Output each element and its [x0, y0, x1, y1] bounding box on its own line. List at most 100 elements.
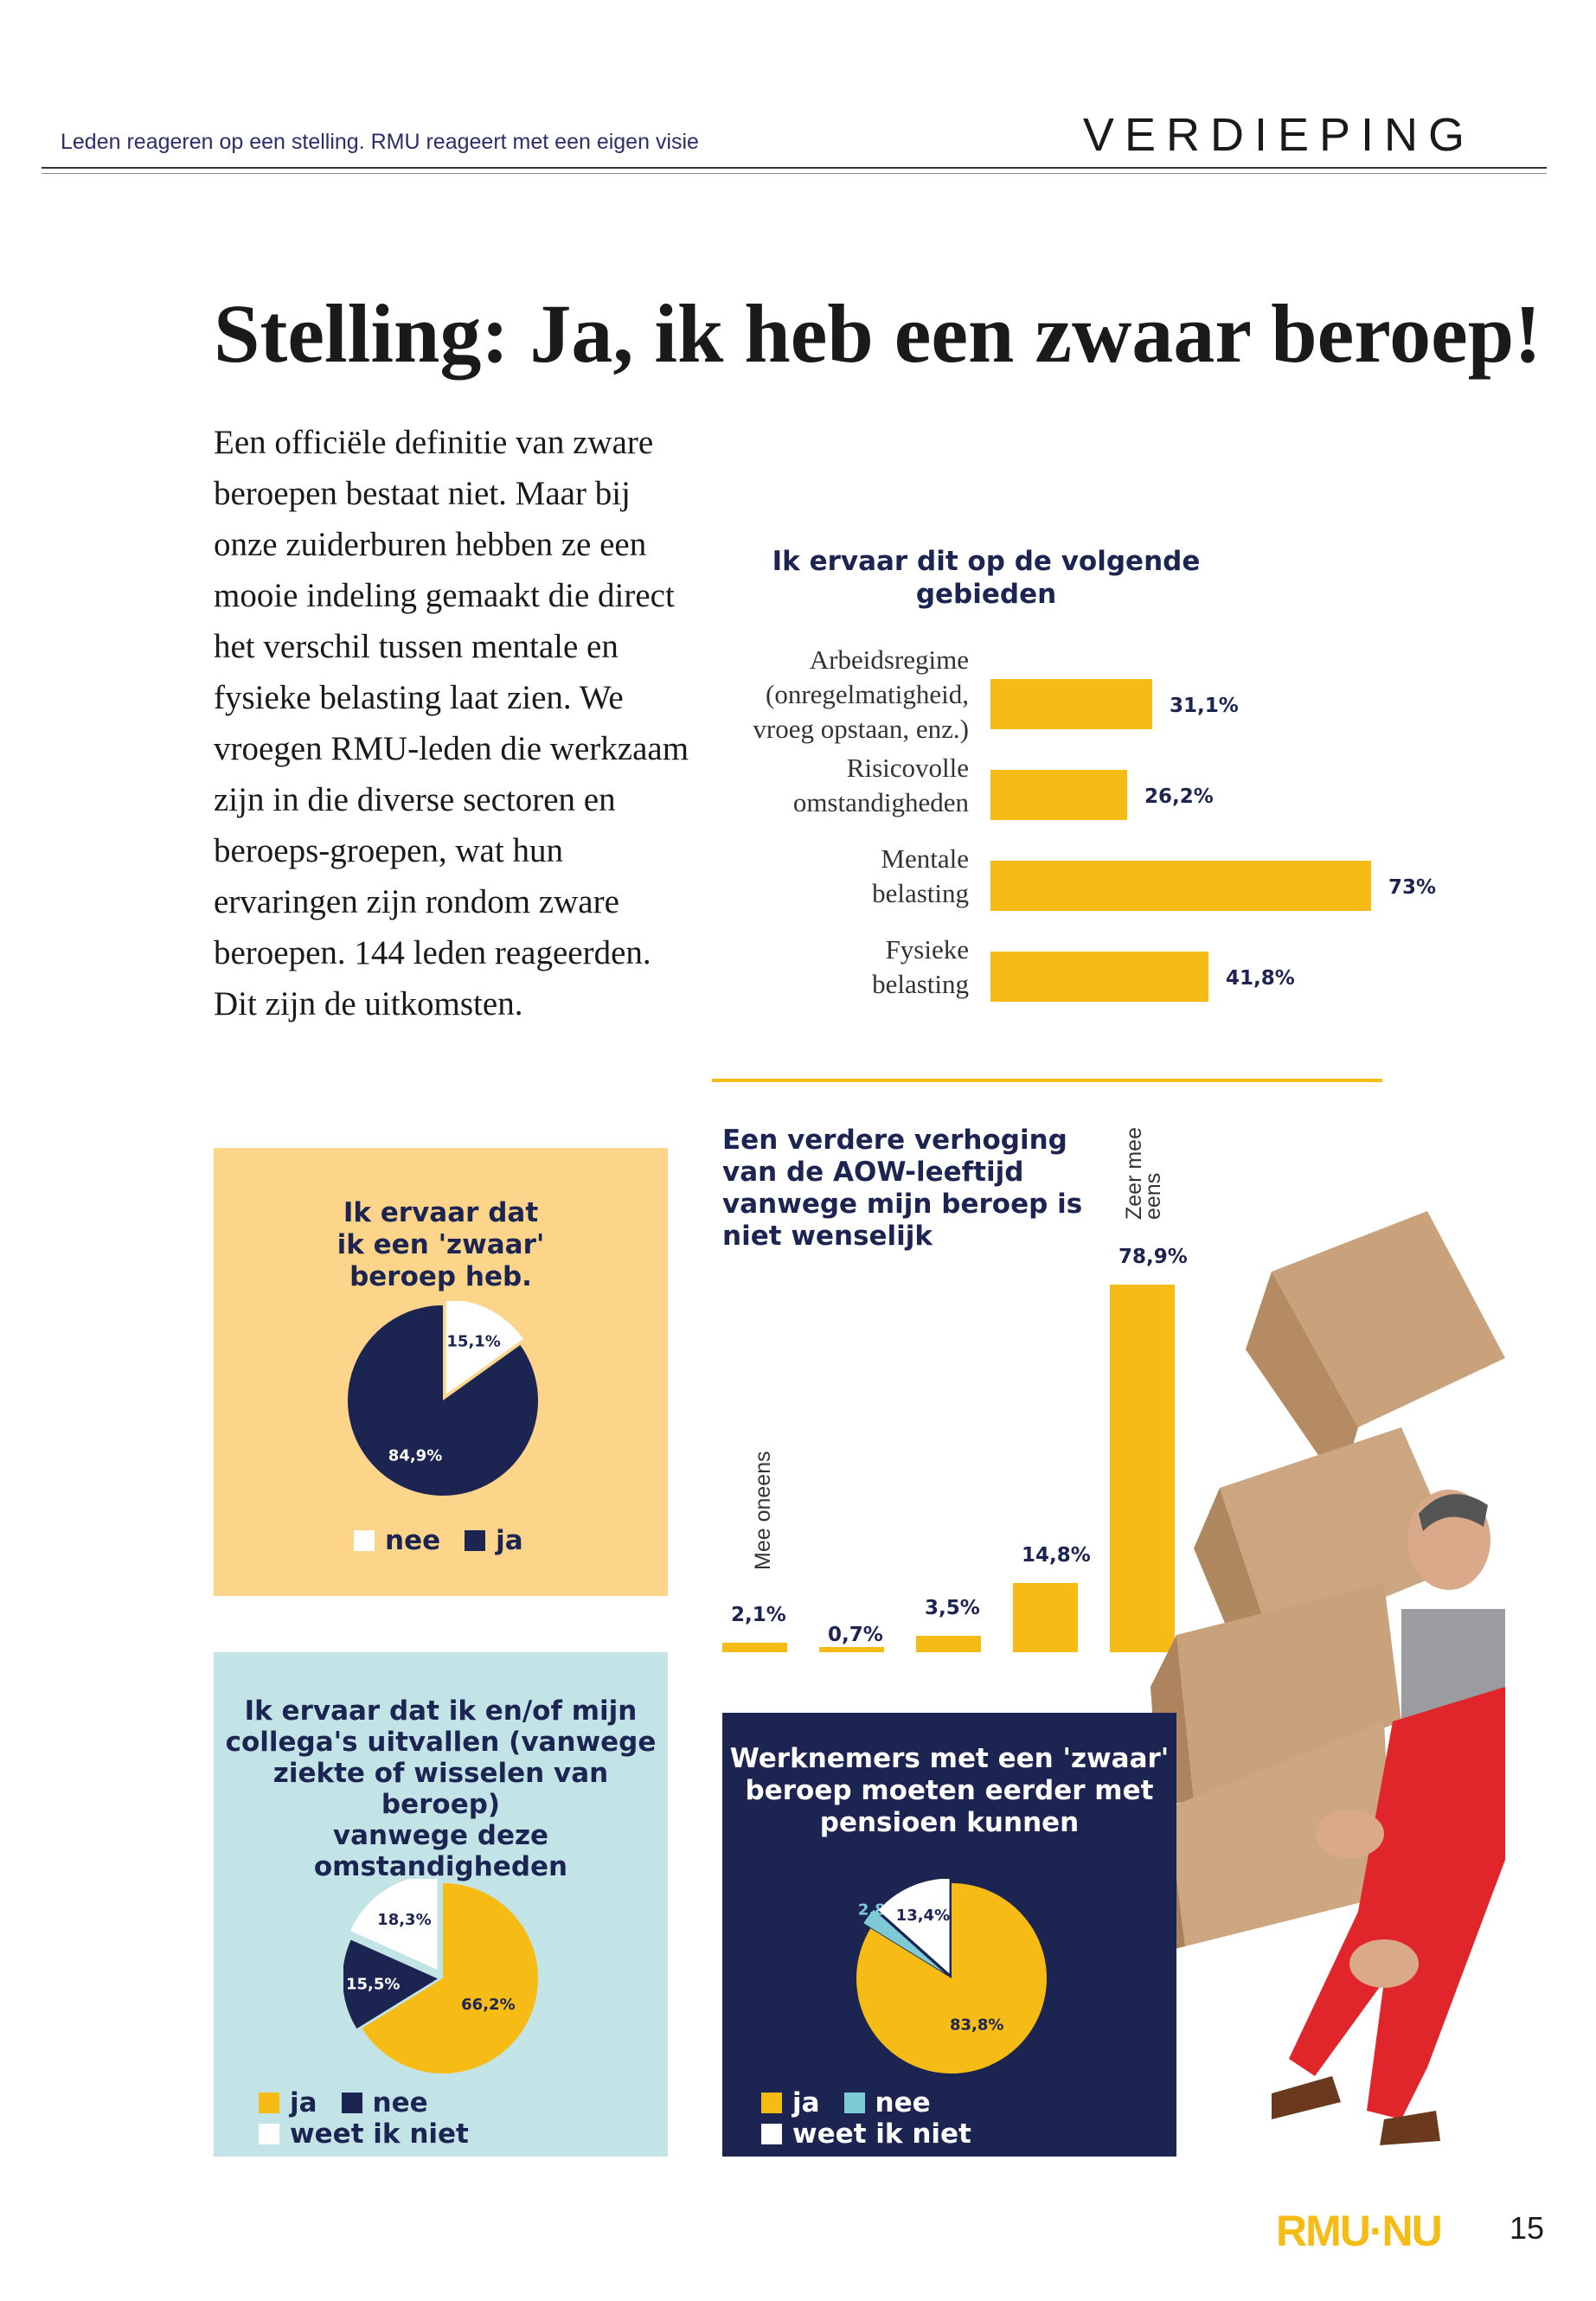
- pie-slice-ja: [856, 1883, 1047, 2073]
- vbar-title-line-2: vanwege mijn beroep is: [722, 1189, 1083, 1220]
- hbar-value-label-0: 31,1%: [1170, 695, 1239, 717]
- pie-chart-pensioen: 83,8%2,8%13,4%: [856, 1879, 1047, 2073]
- hbar-chart-title-text: Ik ervaar dit op de volgende gebieden: [772, 546, 1201, 610]
- pie-chart-zwaar-beroep: 15,1% 84,9%: [348, 1301, 538, 1496]
- legend-label: nee: [875, 2087, 931, 2118]
- header-subtitle: Leden reageren op een stelling. RMU reag…: [61, 130, 699, 154]
- boxes: [1142, 1211, 1505, 1955]
- legend-label: weet ik niet: [290, 2118, 469, 2150]
- hbar-bar-2: [990, 861, 1371, 911]
- vbar-bar-2: [916, 1636, 981, 1652]
- vbar-bar-3: [1013, 1583, 1078, 1652]
- pie-value-label-ja: 84,9%: [388, 1446, 442, 1465]
- vbar-chart-title: Een verdere verhoging van de AOW-leeftijd…: [722, 1125, 1086, 1253]
- pie1-title-line-1: ik een 'zwaar': [337, 1229, 545, 1260]
- hbar-category-label-3: Fysieke belasting: [614, 933, 969, 1002]
- worker-with-boxes-illustration: [1142, 1211, 1505, 2145]
- pie1-title-line-0: Ik ervaar dat: [343, 1197, 539, 1228]
- legend-swatch: [341, 2093, 362, 2113]
- pie-slice-ja: [348, 1305, 538, 1496]
- legend-item-weet-ik-niet: weet ik niet: [761, 2118, 971, 2150]
- hbar-category-label-line: Arbeidsregime: [809, 644, 969, 675]
- legend-swatch: [259, 2124, 279, 2144]
- pie3-title-line-1: beroep moeten eerder met: [745, 1775, 1154, 1806]
- vbar-bar-4: [1110, 1285, 1175, 1652]
- pie-value-label-weet-ik-niet: 18,3%: [377, 1911, 431, 1929]
- pie-slice-nee: [863, 1909, 945, 1974]
- pie2-title-line-1: collega's uitvallen (vanwege: [225, 1727, 657, 1758]
- vbar-value-label-3: 14,8%: [1022, 1544, 1091, 1567]
- legend-swatch: [761, 2124, 782, 2144]
- hbar-chart-title: Ik ervaar dit op de volgende gebieden: [761, 545, 1211, 611]
- pie-value-label-nee: 15,1%: [446, 1333, 500, 1351]
- pie-chart-uitval: 66,2% 15,5% 18,3%: [343, 1879, 538, 2073]
- pie-panel-uitval: Ik ervaar dat ik en/of mijn collega's uit…: [214, 1652, 668, 2157]
- pie2-title-line-3: vanwege deze omstandigheden: [313, 1820, 568, 1882]
- pie-value-label-ja: 66,2%: [461, 1996, 515, 2014]
- hbar-category-label-line: Risicovolle: [846, 753, 969, 783]
- vbar-axis-right-label: Zeer mee eens: [1122, 1127, 1165, 1220]
- legend-label: weet ik niet: [792, 2118, 971, 2150]
- legend-item-nee: nee: [341, 2087, 428, 2118]
- hbar-bar-1: [990, 770, 1127, 820]
- legend-label: nee: [372, 2087, 428, 2118]
- hbar-category-label-line: (onregelmatigheid,: [766, 679, 969, 709]
- legend-item-nee: nee: [843, 2087, 931, 2118]
- section-label: VERDIEPING: [1082, 109, 1475, 161]
- legend-item-nee: nee: [354, 1525, 440, 1556]
- hbar-category-label-0: Arbeidsregime (onregelmatigheid, vroeg ops…: [614, 643, 969, 747]
- page-title: Stelling: Ja, ik heb een zwaar beroep!: [214, 287, 1542, 380]
- pie-slice-nee: [343, 1939, 439, 2029]
- logo-part-rmu: RMU: [1276, 2207, 1371, 2255]
- hbar-category-label-1: Risicovolle omstandigheden: [614, 751, 969, 820]
- vbar-title-line-0: Een verdere verhoging: [722, 1125, 1067, 1156]
- pie-value-label-nee: 15,5%: [346, 1975, 400, 1993]
- pie2-title-line-2: ziekte of wisselen van beroep): [272, 1758, 609, 1820]
- rmu-nu-logo: RMU·NU: [1276, 2207, 1443, 2255]
- vbar-value-label-2: 3,5%: [925, 1597, 980, 1619]
- logo-part-nu: NU: [1381, 2207, 1443, 2255]
- pie-value-label-weet-ik-niet: 13,4%: [896, 1907, 950, 1925]
- vbar-bar-0: [722, 1643, 787, 1652]
- hbar-category-label-line: omstandigheden: [792, 787, 969, 817]
- legend-swatch: [354, 1530, 375, 1551]
- legend-label: nee: [385, 1525, 441, 1556]
- pie-slice-weet-ik-niet: [878, 1879, 950, 1974]
- pie1-title-line-2: beroep heb.: [349, 1261, 532, 1292]
- worker: [1272, 1490, 1505, 2145]
- pie-slice-nee: [445, 1301, 524, 1394]
- pie-title-zwaar-beroep: Ik ervaar dat ik een 'zwaar' beroep heb.: [214, 1197, 668, 1293]
- hbar-value-label-3: 41,8%: [1226, 967, 1295, 990]
- legend-label: ja: [496, 1525, 523, 1556]
- pie-legend-uitval: ja nee weet ik niet: [259, 2087, 668, 2150]
- pie3-title-line-2: pensioen kunnen: [819, 1807, 1080, 1838]
- legend-item-ja: ja: [465, 1525, 523, 1556]
- hbar-category-label-line: Mentale: [881, 843, 969, 874]
- vbar-title-line-3: niet wenselijk: [722, 1221, 933, 1252]
- hbar-category-label-2: Mentale belasting: [614, 842, 969, 911]
- pie-slice-ja: [362, 1883, 538, 2073]
- vbar-value-label-4: 78,9%: [1118, 1246, 1188, 1268]
- pie-legend-pensioen: ja nee weet ik niet: [761, 2087, 1176, 2150]
- header-rule-thin: [42, 173, 1547, 174]
- legend-label: ja: [792, 2087, 820, 2118]
- pie-slice-weet-ik-niet: [350, 1879, 438, 1970]
- hbar-chart: Arbeidsregime (onregelmatigheid, vroeg ops…: [692, 631, 1471, 1038]
- legend-swatch: [259, 2093, 279, 2113]
- vbar-bar-1: [819, 1647, 884, 1652]
- vbar-value-label-0: 2,1%: [731, 1604, 786, 1626]
- intro-text: Een officiële definitie van zware beroep…: [214, 424, 689, 1022]
- legend-swatch: [843, 2093, 865, 2113]
- hbar-bar-3: [990, 952, 1208, 1002]
- legend-item-ja: ja: [761, 2087, 820, 2118]
- pie2-title-line-0: Ik ervaar dat ik en/of mijn: [244, 1695, 638, 1727]
- vbar-chart: 2,1% 0,7% 3,5% 14,8% 78,9%: [718, 1246, 1188, 1652]
- pie-title-uitval: Ik ervaar dat ik en/of mijn collega's uit…: [214, 1695, 668, 1882]
- pie-legend-zwaar-beroep: nee ja: [354, 1525, 548, 1556]
- pie-value-label-ja: 83,8%: [950, 2016, 1003, 2034]
- header-rule: [42, 167, 1547, 169]
- hbar-category-label-line: belasting: [872, 878, 969, 908]
- legend-item-ja: ja: [259, 2087, 317, 2118]
- legend-swatch: [761, 2093, 782, 2113]
- legend-item-weet-ik-niet: weet ik niet: [259, 2118, 469, 2150]
